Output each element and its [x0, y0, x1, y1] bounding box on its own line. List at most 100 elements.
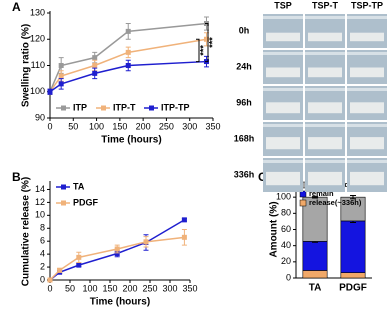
photo-gel: [350, 32, 384, 42]
legend-label: ITP: [73, 102, 87, 112]
data-point: [125, 28, 131, 34]
y-tick-label: 40: [281, 240, 291, 250]
photo-gel: [350, 102, 384, 114]
data-point: [114, 246, 120, 252]
data-point: [92, 55, 98, 61]
photo-rim: [305, 124, 345, 127]
y-tick-label: 10: [35, 210, 45, 220]
data-point: [47, 89, 53, 95]
photo-rim: [263, 124, 303, 127]
x-tick-label: PDGF: [339, 283, 367, 294]
bar-segment: [302, 270, 328, 279]
photo-rim: [305, 52, 345, 55]
data-point: [58, 81, 64, 87]
photo: [305, 14, 345, 48]
y-tick-label: 14: [35, 184, 45, 194]
x-axis-title: Time (hours): [101, 135, 161, 146]
photo-rim: [347, 16, 387, 19]
bracket: [205, 23, 209, 63]
data-point: [58, 63, 64, 68]
legend-label: ITP-TP: [161, 102, 190, 112]
x-tick-label: 350: [205, 121, 220, 131]
photo-gel: [350, 67, 384, 78]
bar-segment: [340, 220, 366, 273]
legend-label: ITP-T: [113, 102, 136, 112]
x-tick-label: 0: [47, 121, 52, 131]
data-point: [76, 262, 82, 268]
panel-label: B: [12, 170, 21, 184]
y-tick-label: 120: [30, 34, 45, 44]
panel-label: C: [258, 170, 267, 184]
bar-segment: [302, 241, 328, 271]
y-tick-label: 4: [40, 249, 45, 259]
error-bar: [350, 195, 356, 200]
photo-rim: [347, 52, 387, 55]
data-point: [92, 63, 98, 68]
legend-marker: [61, 105, 66, 111]
data-point: [181, 234, 187, 240]
significance: ***: [207, 37, 217, 48]
photo: [263, 50, 303, 84]
x-tick-label: 250: [159, 121, 174, 131]
photo-rim: [263, 160, 303, 163]
legend-label: PDGF: [73, 197, 99, 207]
y-tick-label: 100: [276, 192, 291, 202]
legend-swatch: [299, 199, 307, 207]
y-tick-label: 80: [281, 208, 291, 218]
x-tick-label: TA: [309, 283, 322, 294]
row-label: 24h: [236, 61, 252, 71]
y-tick-label: 12: [35, 197, 45, 207]
data-point: [181, 217, 187, 223]
row-label: 0h: [239, 25, 250, 35]
x-tick-label: 0: [47, 283, 52, 293]
legend-label: release(~336h): [309, 198, 362, 207]
row-label: 168h: [234, 133, 255, 143]
data-point: [143, 239, 149, 245]
data-point: [125, 63, 131, 68]
x-tick-label: 200: [136, 121, 151, 131]
photo: [347, 50, 387, 84]
x-tick-label: 50: [68, 121, 78, 131]
x-tick-label: 300: [162, 283, 177, 293]
y-tick-label: 20: [281, 256, 291, 266]
y-axis-title: Swelling ratio (%): [21, 24, 32, 107]
x-tick-label: 300: [182, 121, 197, 131]
y-axis-title: Cumulative release (%): [21, 177, 32, 287]
significance: ***: [198, 45, 208, 56]
bar-segment: [340, 272, 366, 279]
photo-gel: [266, 32, 300, 42]
photo-gel: [308, 67, 342, 78]
y-tick-label: 0: [286, 272, 291, 282]
y-tick-label: 130: [30, 7, 45, 17]
y-tick-label: 0: [40, 274, 45, 284]
x-tick-label: 100: [89, 121, 104, 131]
data-point: [47, 277, 53, 283]
y-tick-label: 90: [35, 112, 45, 122]
y-tick-label: 8: [40, 223, 45, 233]
photo: [263, 14, 303, 48]
photo-rim: [305, 16, 345, 19]
photo-gel: [350, 171, 384, 186]
photo-gel: [308, 102, 342, 114]
column-label: TSP: [274, 0, 292, 10]
row-label: 336h: [234, 169, 255, 179]
data-point: [125, 49, 131, 55]
legend-marker: [101, 105, 106, 111]
data-point: [203, 36, 209, 42]
bracket: [196, 38, 200, 63]
photo-gel: [308, 171, 342, 186]
photo-gel: [308, 137, 342, 150]
photo-rim: [263, 88, 303, 91]
y-tick-label: 100: [30, 86, 45, 96]
legend-label: remain: [309, 189, 334, 198]
x-axis-title: Time (hours): [90, 297, 150, 308]
photo-rim: [263, 16, 303, 19]
legend-marker: [61, 184, 66, 190]
y-tick-label: 60: [281, 224, 291, 234]
data-point: [114, 250, 120, 256]
x-tick-label: 350: [182, 283, 197, 293]
y-tick-label: 6: [40, 236, 45, 246]
y-tick-label: 110: [31, 60, 45, 70]
panel-label: A: [12, 0, 21, 14]
